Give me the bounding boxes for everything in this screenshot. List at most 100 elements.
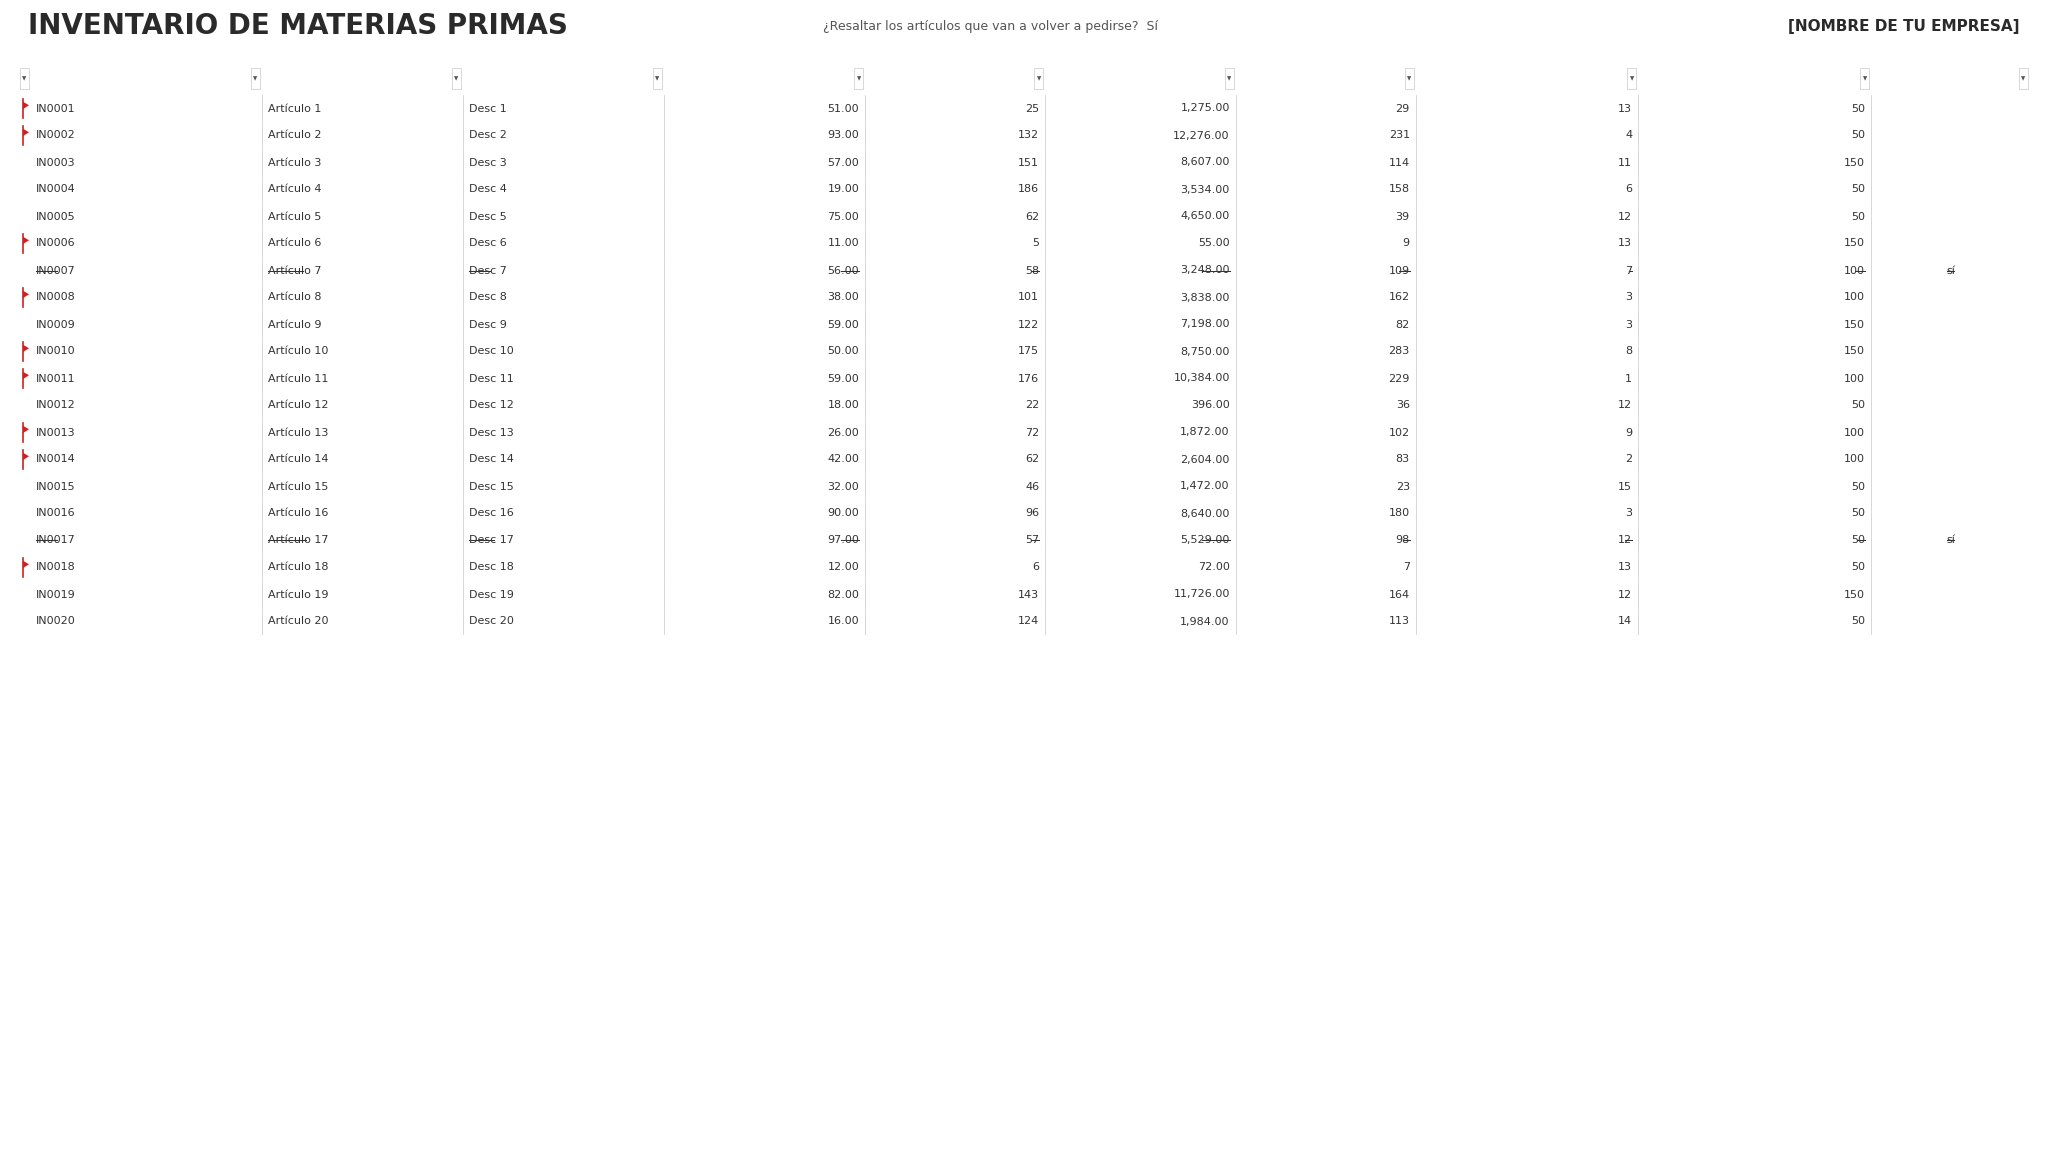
Text: 12: 12	[1618, 535, 1632, 545]
Polygon shape	[23, 101, 29, 110]
Text: INVENTARIO DE MATERIAS PRIMAS: INVENTARIO DE MATERIAS PRIMAS	[29, 13, 567, 40]
Text: 8: 8	[1624, 347, 1632, 356]
Text: 11,726.00: 11,726.00	[1174, 589, 1229, 600]
Text: 3: 3	[1626, 508, 1632, 519]
Text: Artículo 10: Artículo 10	[268, 347, 328, 356]
Text: 16.00: 16.00	[827, 617, 860, 626]
Text: 5: 5	[1032, 239, 1038, 249]
Text: Desc 1: Desc 1	[469, 104, 506, 113]
Text: 143: 143	[1018, 589, 1038, 600]
Text: Artículo 15: Artículo 15	[268, 482, 328, 491]
Text: 50: 50	[1851, 400, 1866, 410]
Text: Desc 15: Desc 15	[469, 482, 514, 491]
Text: 50: 50	[1851, 508, 1866, 519]
Text: ▼: ▼	[1407, 76, 1411, 81]
Bar	[453, 68, 461, 89]
Text: Desc 7: Desc 7	[469, 265, 506, 276]
Text: 96: 96	[1026, 508, 1038, 519]
Text: IN0002: IN0002	[37, 130, 76, 141]
Text: Cantidad en
existencias: Cantidad en existencias	[918, 67, 991, 89]
Text: 51.00: 51.00	[827, 104, 860, 113]
Text: 100: 100	[1843, 374, 1866, 384]
Text: 12.00: 12.00	[827, 563, 860, 573]
Text: 11.00: 11.00	[827, 239, 860, 249]
Text: 2: 2	[1624, 454, 1632, 465]
Text: Artículo 7: Artículo 7	[268, 265, 322, 276]
Text: Artículo 14: Artículo 14	[268, 454, 328, 465]
Text: 10,384.00: 10,384.00	[1174, 374, 1229, 384]
Text: Tiempo de entrega de
pedido (días): Tiempo de entrega de pedido (días)	[1460, 67, 1593, 89]
Text: Desc 11: Desc 11	[469, 374, 514, 384]
Bar	[1225, 68, 1233, 89]
Text: 15: 15	[1618, 482, 1632, 491]
Text: Artículo 19: Artículo 19	[268, 589, 328, 600]
Text: 164: 164	[1389, 589, 1409, 600]
Text: ▼: ▼	[856, 76, 860, 81]
Text: 12: 12	[1618, 400, 1632, 410]
Text: ¿Resaltar los artículos que van a volver a pedirse?  Sí: ¿Resaltar los artículos que van a volver…	[823, 20, 1157, 33]
Polygon shape	[23, 236, 29, 244]
Bar	[1628, 68, 1636, 89]
Text: Valor de
inventario: Valor de inventario	[1110, 67, 1171, 89]
Text: 12: 12	[1618, 589, 1632, 600]
Text: Punto de Compra: Punto de Compra	[1272, 73, 1378, 83]
Text: 162: 162	[1389, 293, 1409, 302]
Text: sí: sí	[1946, 265, 1956, 276]
Text: 151: 151	[1018, 158, 1038, 167]
Text: 50: 50	[1851, 211, 1866, 221]
Text: 50: 50	[1851, 184, 1866, 195]
Text: ▼: ▼	[1227, 76, 1231, 81]
Text: ▼: ▼	[1036, 76, 1040, 81]
Text: IN0003: IN0003	[37, 158, 76, 167]
Text: Desc 17: Desc 17	[469, 535, 514, 545]
Text: ID DE INVENTARIO: ID DE INVENTARIO	[84, 73, 197, 83]
Text: 5,529.00: 5,529.00	[1180, 535, 1229, 545]
Text: 50: 50	[1851, 535, 1866, 545]
Text: 8,607.00: 8,607.00	[1180, 158, 1229, 167]
Text: 97.00: 97.00	[827, 535, 860, 545]
Text: 7: 7	[1624, 265, 1632, 276]
Text: 50: 50	[1851, 563, 1866, 573]
Text: 98: 98	[1395, 535, 1409, 545]
Text: ▼: ▼	[2021, 76, 2025, 81]
Text: Desc 18: Desc 18	[469, 563, 514, 573]
Text: 12: 12	[1618, 211, 1632, 221]
Text: Artículo 12: Artículo 12	[268, 400, 328, 410]
Text: 4,650.00: 4,650.00	[1180, 211, 1229, 221]
Text: 100: 100	[1843, 454, 1866, 465]
Bar	[250, 68, 260, 89]
Text: Desc 4: Desc 4	[469, 184, 506, 195]
Polygon shape	[23, 129, 29, 136]
Text: IN0007: IN0007	[37, 265, 76, 276]
Text: 3,838.00: 3,838.00	[1180, 293, 1229, 302]
Text: Artículo 16: Artículo 16	[268, 508, 328, 519]
Text: 11: 11	[1618, 158, 1632, 167]
Text: IN0015: IN0015	[37, 482, 76, 491]
Text: Desc 6: Desc 6	[469, 239, 506, 249]
Text: 25: 25	[1026, 104, 1038, 113]
Text: 176: 176	[1018, 374, 1038, 384]
Text: Desc 8: Desc 8	[469, 293, 506, 302]
Text: Artículo 2: Artículo 2	[268, 130, 322, 141]
Bar	[1860, 68, 1870, 89]
Bar	[20, 68, 29, 89]
Text: IN0019: IN0019	[37, 589, 76, 600]
Text: Artículo 6: Artículo 6	[268, 239, 322, 249]
Text: Desc 5: Desc 5	[469, 211, 506, 221]
Text: 1: 1	[1626, 374, 1632, 384]
Text: Desc 20: Desc 20	[469, 617, 514, 626]
Text: 1,472.00: 1,472.00	[1180, 482, 1229, 491]
Text: 1,984.00: 1,984.00	[1180, 617, 1229, 626]
Text: 186: 186	[1018, 184, 1038, 195]
Text: 8,750.00: 8,750.00	[1180, 347, 1229, 356]
Text: Desc 19: Desc 19	[469, 589, 514, 600]
Bar	[1034, 68, 1042, 89]
Text: 2,604.00: 2,604.00	[1180, 454, 1229, 465]
Text: 90.00: 90.00	[827, 508, 860, 519]
Text: Artículo 3: Artículo 3	[268, 158, 322, 167]
Text: IN0001: IN0001	[37, 104, 76, 113]
Text: IN0008: IN0008	[37, 293, 76, 302]
Polygon shape	[23, 425, 29, 434]
Text: Artículo 11: Artículo 11	[268, 374, 328, 384]
Text: 3,534.00: 3,534.00	[1180, 184, 1229, 195]
